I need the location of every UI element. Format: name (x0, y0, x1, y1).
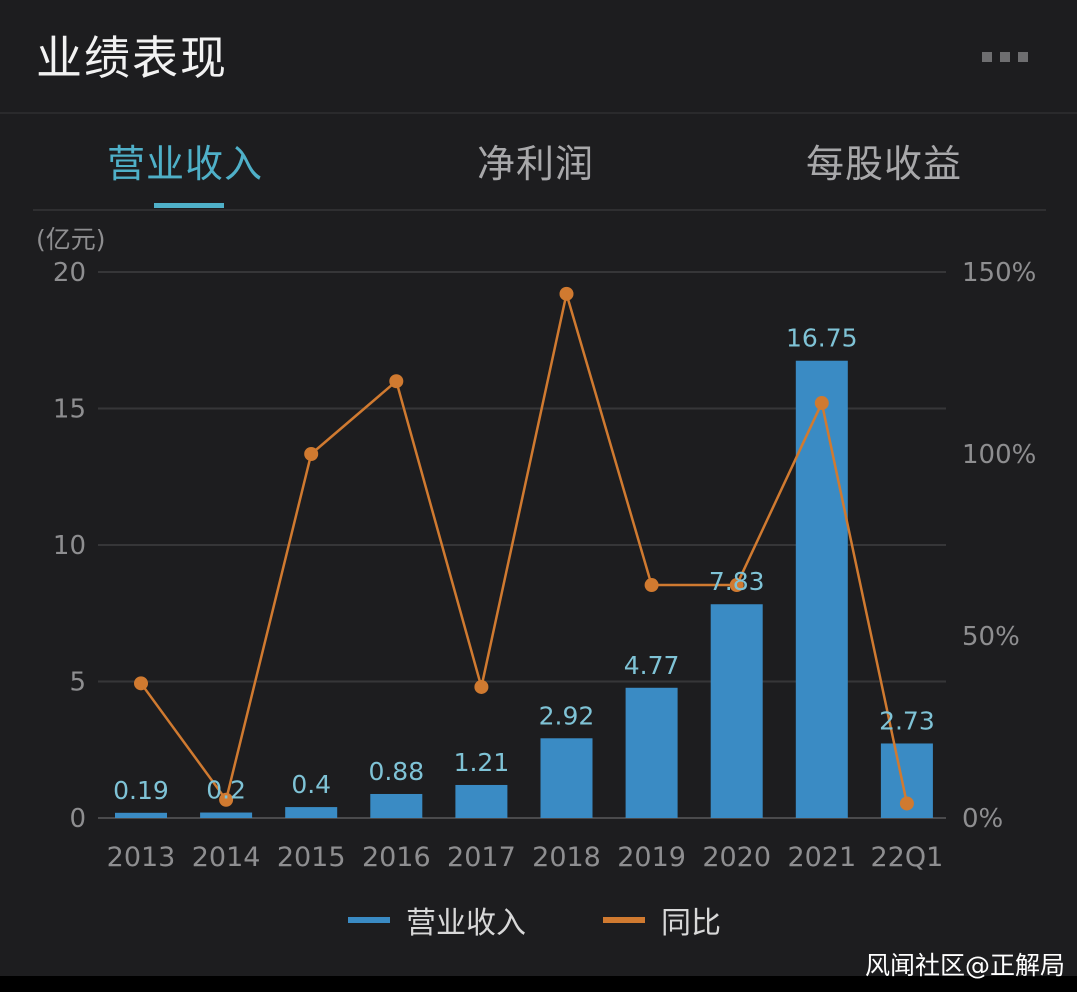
bar (795, 360, 848, 818)
y-tick-label: 5 (69, 668, 86, 698)
yoy-point (644, 578, 659, 593)
legend-item-revenue[interactable]: 营业收入 (348, 896, 526, 944)
y2-tick-label: 50% (962, 622, 1020, 652)
x-tick-label: 2014 (192, 842, 261, 873)
bar (540, 738, 593, 818)
yoy-point (219, 792, 234, 807)
x-tick-label: 2019 (617, 842, 686, 873)
legend-swatch-bar (348, 917, 390, 923)
bar-value-label: 16.75 (786, 324, 858, 353)
bar (455, 784, 508, 818)
bar (710, 604, 763, 818)
yoy-point (474, 679, 489, 694)
more-dot (1018, 52, 1028, 62)
legend-label-revenue: 营业收入 (406, 906, 526, 941)
more-dot (982, 52, 992, 62)
legend-label-yoy: 同比 (661, 906, 721, 941)
yoy-point (559, 286, 574, 301)
tab-net-profit[interactable]: 净利润 (477, 142, 595, 186)
y-tick-label: 10 (53, 531, 86, 561)
x-tick-label: 2017 (447, 842, 516, 873)
bar (200, 812, 253, 818)
header-divider (0, 112, 1077, 114)
x-tick-label: 2020 (702, 842, 771, 873)
bar (115, 812, 167, 818)
more-dot (1000, 52, 1010, 62)
bar (625, 687, 678, 818)
yoy-point (389, 374, 404, 389)
x-tick-label: 22Q1 (871, 842, 944, 873)
y-axis-unit-label: (亿元) (36, 225, 106, 254)
y2-tick-label: 0% (962, 804, 1003, 834)
more-horizontal-icon[interactable] (982, 52, 1028, 62)
y2-tick-label: 100% (962, 440, 1036, 470)
legend-item-yoy[interactable]: 同比 (603, 896, 721, 944)
bar (285, 807, 338, 818)
y-tick-label: 20 (53, 258, 86, 288)
active-tab-indicator (154, 203, 224, 208)
bar-value-label: 0.88 (368, 757, 424, 786)
yoy-point (134, 676, 148, 691)
bar-value-label: 2.92 (539, 701, 595, 730)
legend-swatch-line (603, 917, 645, 923)
yoy-line (139, 292, 909, 804)
tab-divider (33, 209, 1046, 211)
bar-value-label: 1.21 (454, 748, 510, 777)
x-tick-label: 2018 (532, 842, 601, 873)
watermark: 风闻社区@正解局 (864, 951, 1065, 980)
tab-revenue[interactable]: 营业收入 (107, 142, 264, 186)
bar-value-label: 2.73 (879, 706, 935, 735)
yoy-point (814, 396, 829, 411)
bar-value-label: 0.19 (113, 776, 169, 805)
y-tick-label: 0 (69, 804, 86, 834)
bar-value-label: 4.77 (624, 651, 680, 680)
bar-value-label: 0.2 (206, 776, 246, 805)
tab-eps[interactable]: 每股收益 (806, 142, 963, 186)
x-tick-label: 2016 (362, 842, 431, 873)
bar-value-label: 0.4 (291, 770, 331, 799)
y-tick-label: 15 (53, 395, 86, 425)
x-tick-label: 2013 (107, 842, 176, 873)
x-tick-label: 2021 (787, 842, 856, 873)
bar-value-label: 7.83 (709, 567, 765, 596)
yoy-point (899, 796, 914, 811)
yoy-point (304, 447, 319, 461)
revenue-chart: (亿元) 0 5 10 15 20 0% 50% 100% 150% 2013 2014 2015 201… (36, 225, 1036, 873)
x-tick-label: 2015 (277, 842, 346, 873)
panel-title: 业绩表现 (36, 31, 228, 85)
bar (370, 793, 423, 818)
yoy-point (729, 578, 744, 593)
y2-tick-label: 150% (962, 258, 1036, 288)
